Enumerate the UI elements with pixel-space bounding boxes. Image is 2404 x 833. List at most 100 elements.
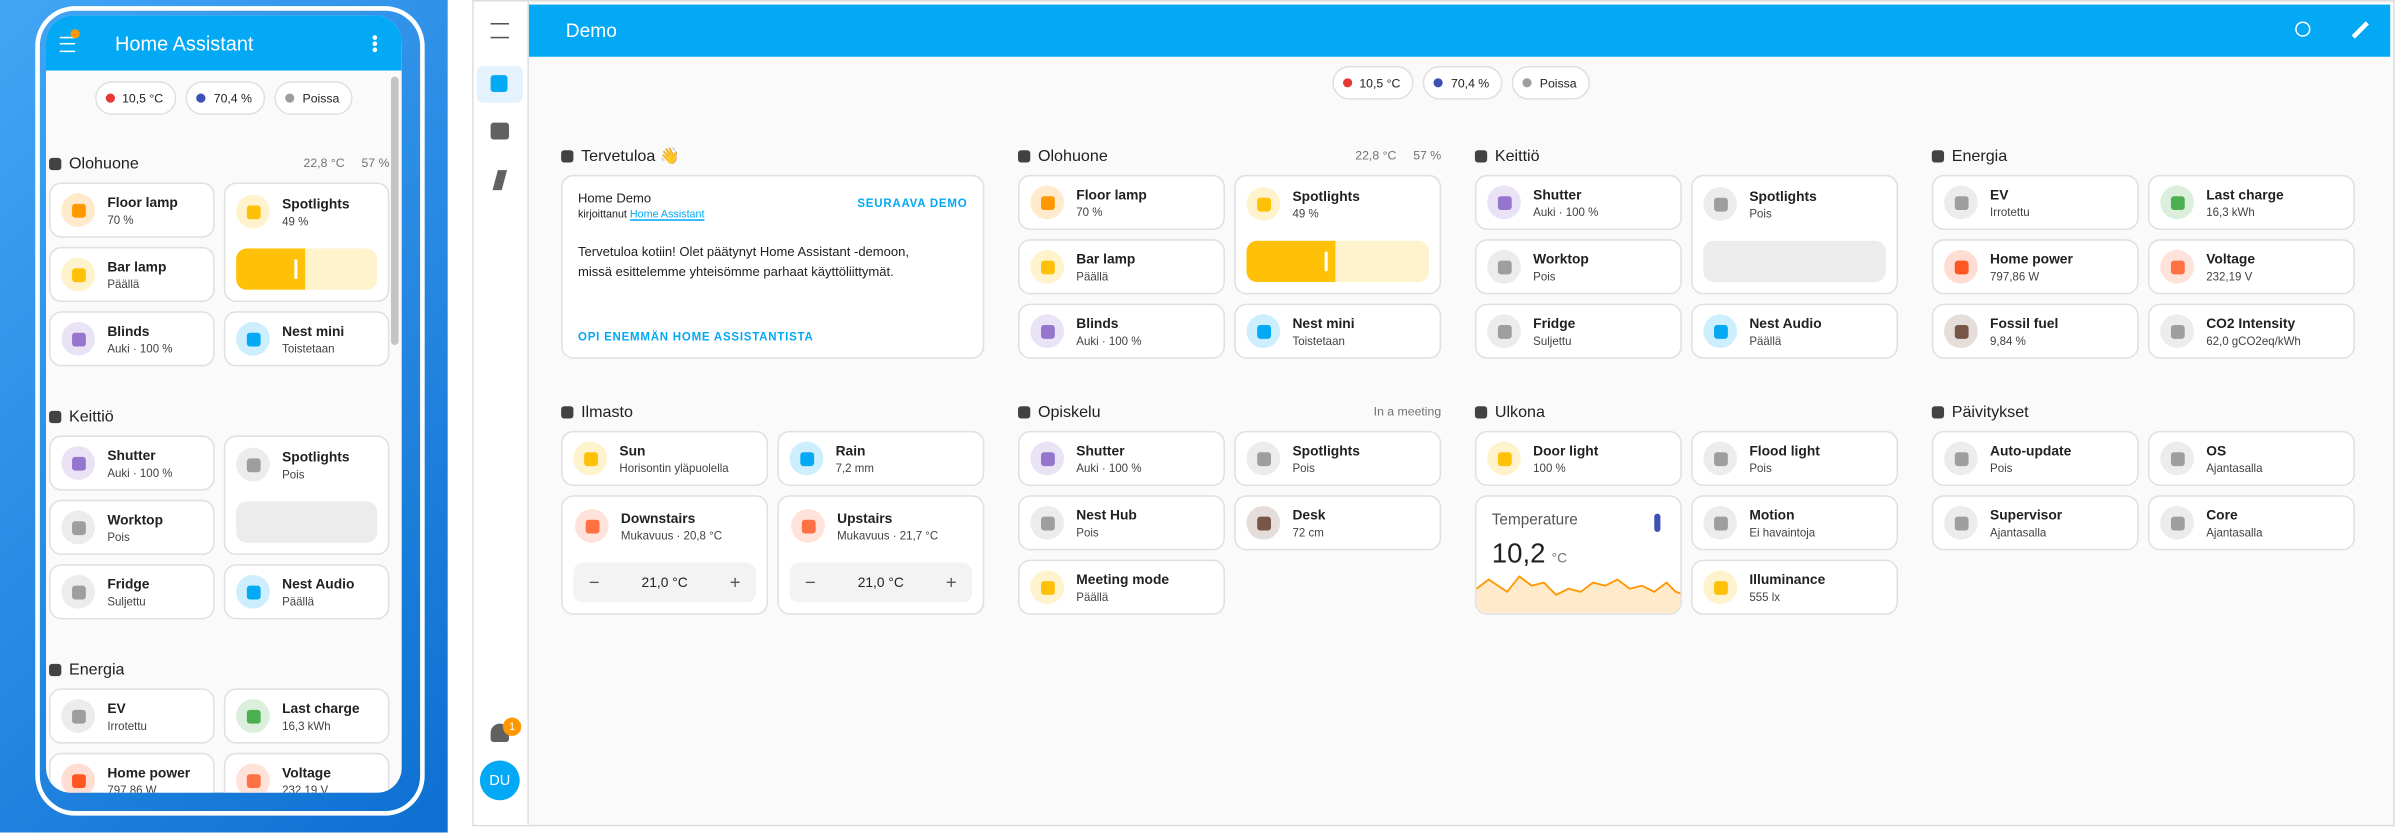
icon-glyph [1040,195,1055,210]
icon-glyph [1497,451,1511,466]
badge[interactable]: 10,5 °C [1331,65,1415,100]
brightness-slider[interactable] [1246,240,1429,283]
tile-card[interactable]: Flood light Pois [1691,430,1899,487]
tile-card[interactable]: Last charge 16,3 kWh [2147,174,2355,230]
tile-card[interactable]: Auto-update Pois [1931,430,2139,487]
tile-card[interactable]: Nest mini Toistetaan [1234,303,1442,359]
slider-card[interactable]: Spotlights 49 % [1234,174,1442,295]
footer-link[interactable]: OPI ENEMMÄN HOME ASSISTANTISTA [578,329,814,344]
byline-text: kirjoittanut [578,210,627,221]
card-text: Tervetuloa kotiin! Olet päätynyt Home As… [578,243,910,280]
tile-card[interactable]: Nest Audio Päällä [223,564,390,620]
tile-card[interactable]: Door light 100 % [1474,430,1682,487]
entity-name: Voltage [282,764,331,780]
brightness-slider[interactable] [1703,240,1886,283]
tile-card[interactable]: EV Irrotettu [1931,174,2139,230]
entity-state: Auki · 100 % [1533,204,1599,219]
tile-card[interactable]: Bar lamp Päällä [49,246,215,303]
action-button[interactable]: SEURAAVA DEMO [857,196,968,211]
increase-button[interactable]: + [729,571,741,594]
icon [2160,185,2194,220]
tile-card[interactable]: EV Irrotettu [49,688,215,744]
nav-dashboard[interactable] [476,65,523,103]
entity-name: Spotlights [282,448,350,464]
tile-card[interactable]: Voltage 232,19 V [2147,239,2355,295]
tile-card[interactable]: Voltage 232,19 V [223,752,390,793]
tile-card[interactable]: Nest Audio Päällä [1691,303,1899,359]
edit-button[interactable] [2351,21,2369,39]
tile-card[interactable]: Fridge Suljettu [49,564,215,620]
tile-card[interactable]: OS Ajantasalla [2147,430,2355,487]
entity-name: Nest mini [1292,315,1355,331]
overflow-menu[interactable] [372,40,378,46]
icon-glyph [1713,515,1728,530]
user-avatar[interactable]: DU [479,760,520,801]
tile-card[interactable]: Nest mini Toistetaan [223,311,390,367]
card-grid: EV Irrotettu Last charge 16,3 kWh Home power… [49,688,390,793]
entity-name: Spotlights [1292,187,1360,204]
tile-card[interactable]: Desk 72 cm [1234,495,1442,551]
menu-button[interactable] [59,36,76,53]
badge[interactable]: 70,4 % [1423,65,1503,100]
tile-card[interactable]: Bar lamp Päällä [1018,239,1225,295]
tile-card[interactable]: Meeting mode Päällä [1018,559,1225,615]
scrollbar [390,76,399,345]
entity-state: 70 % [107,212,134,227]
nav-logbook[interactable] [490,122,510,140]
tile-card[interactable]: Fridge Suljettu [1474,303,1682,359]
tile-card[interactable]: Fossil fuel 9,84 % [1931,303,2139,359]
icon [1030,185,1065,220]
badge[interactable]: 10,5 °C [94,81,177,115]
section-title: Energia [68,660,125,679]
tile-card[interactable]: Motion Ei havaintoja [1691,495,1899,551]
icon [236,447,270,482]
tile-card[interactable]: Shutter Auki · 100 % [1474,174,1682,230]
tile-card[interactable]: CO2 Intensity 62,0 gCO2eq/kWh [2147,303,2355,359]
tile-card[interactable]: Floor lamp 70 % [1018,174,1225,230]
tile-card[interactable]: Home power 797,86 W [49,752,215,793]
tile-card[interactable]: Illuminance 555 lx [1691,559,1899,615]
tile-card[interactable]: Shutter Auki · 100 % [1018,430,1225,487]
tile-card[interactable]: Nest Hub Pois [1018,495,1225,551]
badge[interactable]: Poissa [274,81,354,115]
entity-name: Motion [1749,506,1795,523]
tile-card[interactable]: Rain 7,2 mm [777,430,985,487]
tile-card[interactable]: Worktop Pois [49,499,215,556]
tile-card[interactable]: Worktop Pois [1474,239,1682,295]
search-button[interactable] [2295,21,2311,37]
slider-card[interactable]: Spotlights Pois [223,435,390,556]
brightness-slider[interactable] [236,501,378,543]
tile-card[interactable]: Spotlights Pois [1234,430,1442,487]
tile-card[interactable]: Floor lamp 70 % [49,182,215,238]
tile-card[interactable]: Sun Horisontin yläpuolella [561,430,769,487]
icon-glyph [1256,451,1271,466]
tile-card[interactable]: Shutter Auki · 100 % [49,435,215,491]
badge[interactable]: Poissa [1512,65,1591,100]
sensor-card[interactable]: Temperature 10,2 °C [1474,495,1682,615]
icon-glyph [1713,197,1728,211]
tile-card[interactable]: Core Ajantasalla [2147,495,2355,551]
menu-button[interactable] [490,22,510,39]
byline-link[interactable]: Home Assistant [629,210,705,221]
badge[interactable]: 70,4 % [186,81,266,115]
section-icon [1474,149,1488,162]
tile-card[interactable]: Blinds Auki · 100 % [1018,303,1225,359]
thermostat-card[interactable]: Downstairs Mukavuus · 20,8 °C − 21,0 °C + [561,495,769,615]
tile-card[interactable]: Supervisor Ajantasalla [1931,495,2139,551]
tile-card[interactable]: Home power 797,86 W [1931,239,2139,295]
section-badge: In a meeting [1373,404,1442,419]
thermostat-card[interactable]: Upstairs Mukavuus · 21,7 °C − 21,0 °C + [777,495,985,615]
entity-state: 9,84 % [1990,333,2026,348]
tile-card[interactable]: Last charge 16,3 kWh [223,688,390,744]
brightness-slider[interactable] [236,248,378,290]
card-info: Spotlights 49 % [1292,188,1359,220]
nav-energy[interactable] [492,170,508,191]
tile-card[interactable]: Blinds Auki · 100 % [49,311,215,367]
slider-card[interactable]: Spotlights Pois [1691,174,1899,295]
increase-button[interactable]: + [945,571,957,594]
decrease-button[interactable]: − [588,571,600,594]
icon [1487,314,1521,349]
slider-card[interactable]: Spotlights 49 % [223,182,390,303]
decrease-button[interactable]: − [804,571,816,594]
section-title: Keittiö [68,407,114,426]
